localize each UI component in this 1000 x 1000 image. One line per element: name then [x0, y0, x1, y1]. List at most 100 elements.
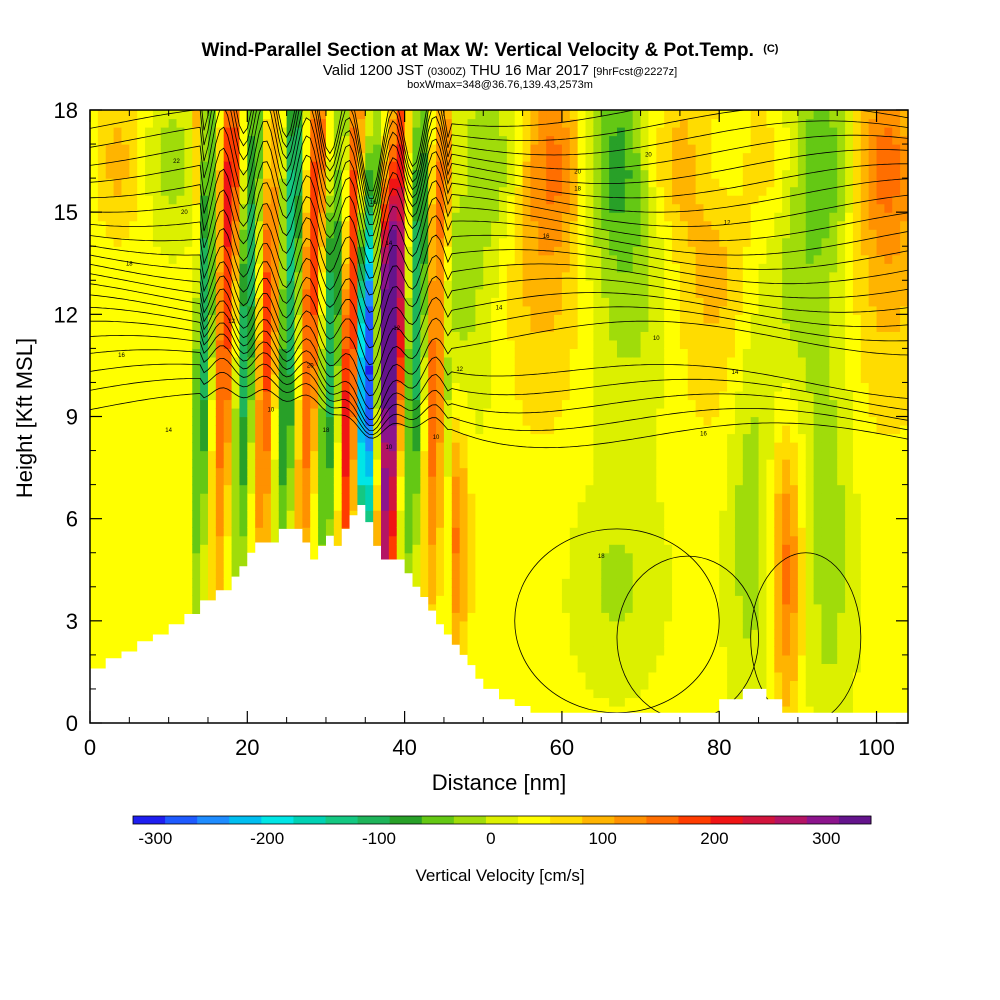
w-cell — [609, 322, 618, 332]
w-cell — [223, 442, 233, 452]
w-cell — [137, 578, 146, 588]
w-cell — [530, 476, 539, 486]
w-cell — [388, 203, 398, 213]
w-cell — [538, 535, 547, 545]
w-cell — [459, 646, 469, 656]
w-cell — [514, 220, 524, 230]
w-cell — [137, 586, 146, 596]
w-cell — [97, 203, 107, 213]
w-cell — [200, 212, 209, 222]
w-cell — [137, 203, 146, 213]
w-cell — [152, 493, 162, 503]
w-cell — [601, 680, 610, 690]
w-cell — [215, 288, 225, 298]
w-cell — [577, 203, 587, 213]
w-cell — [546, 569, 555, 579]
w-cell — [105, 637, 115, 647]
w-cell — [90, 186, 99, 196]
w-cell — [341, 178, 351, 188]
w-cell — [286, 186, 296, 196]
w-cell — [349, 297, 359, 307]
w-cell — [514, 399, 524, 409]
w-cell — [506, 220, 516, 230]
w-cell — [90, 578, 99, 588]
w-cell — [585, 246, 594, 256]
w-cell — [145, 595, 154, 605]
w-cell — [514, 127, 524, 137]
w-cell — [593, 195, 602, 205]
w-cell — [113, 620, 123, 630]
w-cell — [333, 186, 343, 196]
w-cell — [137, 322, 146, 332]
w-cell — [121, 331, 130, 341]
w-cell — [593, 603, 602, 613]
w-cell — [428, 603, 437, 613]
w-cell — [200, 178, 209, 188]
w-cell — [90, 569, 99, 579]
w-cell — [577, 705, 587, 716]
w-cell — [113, 280, 123, 290]
w-cell — [176, 305, 185, 315]
w-cell — [616, 348, 626, 358]
w-cell — [373, 212, 382, 222]
w-cell — [239, 127, 248, 137]
w-cell — [113, 510, 123, 520]
w-cell — [137, 399, 146, 409]
w-cell — [538, 348, 547, 358]
w-cell — [577, 288, 587, 298]
w-cell — [436, 229, 445, 239]
w-cell — [388, 450, 398, 460]
w-cell — [506, 144, 516, 154]
w-cell — [475, 382, 484, 392]
w-cell — [381, 552, 390, 562]
w-cell — [546, 152, 555, 162]
w-cell — [333, 373, 343, 384]
w-cell — [530, 178, 539, 188]
w-cell — [436, 399, 445, 409]
w-cell — [373, 280, 382, 290]
w-cell — [522, 680, 532, 690]
w-cell — [113, 339, 123, 349]
w-cell — [609, 561, 618, 571]
w-cell — [428, 288, 437, 298]
w-cell — [318, 305, 327, 315]
w-cell — [341, 288, 351, 298]
w-cell — [129, 399, 138, 409]
w-cell — [530, 271, 539, 281]
w-cell — [302, 254, 311, 264]
w-cell — [554, 654, 563, 664]
w-cell — [176, 212, 185, 222]
w-cell — [97, 663, 107, 673]
w-cell — [113, 314, 123, 324]
w-cell — [459, 373, 469, 384]
w-cell — [239, 254, 248, 264]
w-cell — [459, 382, 469, 392]
w-cell — [318, 399, 327, 409]
w-cell — [538, 561, 547, 571]
w-cell — [514, 561, 524, 571]
w-cell — [585, 688, 594, 699]
w-cell — [129, 603, 138, 613]
w-cell — [420, 527, 429, 537]
w-cell — [152, 314, 162, 324]
w-cell — [121, 544, 130, 554]
w-cell — [152, 135, 162, 145]
w-cell — [207, 595, 217, 605]
w-cell — [90, 254, 99, 264]
w-cell — [499, 314, 508, 324]
w-cell — [152, 161, 162, 171]
w-cell — [310, 450, 319, 460]
w-cell — [263, 373, 272, 384]
w-cell — [207, 476, 217, 486]
w-cell — [538, 127, 547, 137]
w-cell — [341, 297, 351, 307]
w-cell — [184, 246, 193, 256]
w-cell — [585, 612, 594, 622]
w-cell — [499, 280, 508, 290]
w-cell — [121, 586, 130, 596]
w-cell — [499, 203, 508, 213]
w-cell — [475, 467, 484, 477]
w-cell — [561, 671, 571, 682]
w-cell — [569, 220, 579, 230]
w-cell — [349, 348, 359, 358]
